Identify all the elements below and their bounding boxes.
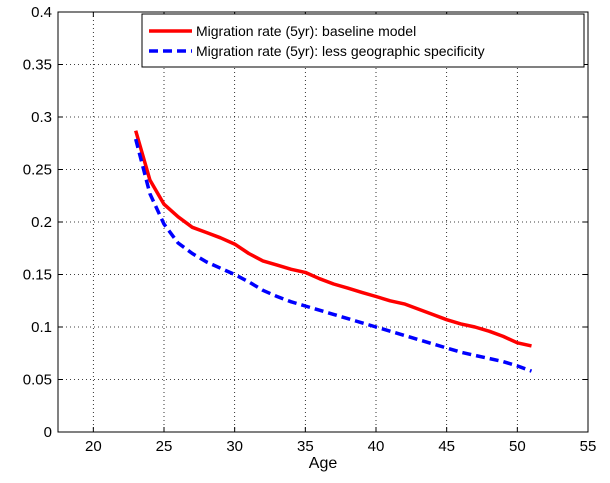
legend-box (141, 13, 585, 68)
y-tick-label: 0.1 (31, 319, 52, 336)
x-tick-label: 45 (438, 438, 455, 455)
grid (58, 11, 589, 433)
y-tick-label: 0.15 (23, 267, 52, 284)
baseline-series-line (134, 130, 532, 348)
axis-ticks: 20 25 30 35 40 45 50 55 0 0.05 0.1 0.15 0.2 0.25 0.3 0.… (23, 4, 597, 455)
x-axis-title: Age (309, 455, 338, 472)
x-tick-label: 55 (580, 438, 597, 455)
y-tick-label: 0.3 (31, 109, 52, 126)
x-tick-label: 40 (368, 438, 385, 455)
x-tick-label: 30 (226, 438, 243, 455)
x-tick-label: 35 (297, 438, 314, 455)
y-tick-label: 0.4 (31, 4, 52, 21)
legend: Migration rate (5yr): baseline model Migr… (141, 13, 585, 68)
less-specificity-series-line (134, 138, 533, 373)
y-tick-label: 0 (44, 424, 52, 441)
y-tick-label: 0.35 (23, 57, 52, 74)
y-tick-label: 0.25 (23, 162, 52, 179)
y-tick-label: 0.05 (23, 372, 52, 389)
x-tick-label: 20 (85, 438, 102, 455)
legend-label: Migration rate (5yr): baseline model (196, 23, 416, 39)
x-tick-label: 50 (509, 438, 526, 455)
legend-label: Migration rate (5yr): less geographic sp… (196, 43, 485, 59)
x-tick-label: 25 (156, 438, 173, 455)
series-group (134, 130, 533, 373)
y-tick-label: 0.2 (31, 214, 52, 231)
